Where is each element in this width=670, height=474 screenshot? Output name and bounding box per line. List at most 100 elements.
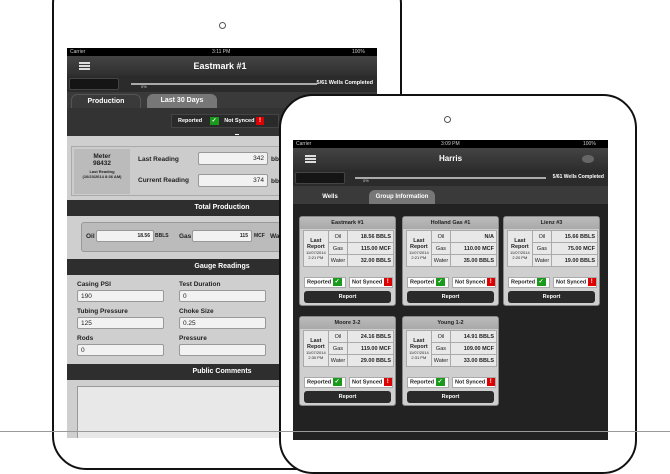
rods-field[interactable]: 0: [77, 344, 164, 356]
gas-label: Gas: [531, 242, 553, 255]
alert-icon: !: [587, 278, 596, 286]
oil-value: 24.16 BBLS: [347, 330, 394, 343]
oil-label: Oil: [327, 330, 349, 343]
current-reading-field[interactable]: 374: [198, 174, 268, 187]
progress-row: 0% 5/61 Wells Completed: [293, 170, 608, 186]
chat-icon[interactable]: [582, 155, 594, 163]
water-label: Wa: [270, 233, 280, 240]
right-screen: Carrier 3:09 PM 100% Harris 0% 5/61 Well…: [293, 140, 608, 440]
not-synced-status: Not Synced !: [349, 377, 393, 388]
report-button[interactable]: Report: [304, 291, 391, 303]
well-name: Young 1-2: [403, 317, 498, 329]
well-name: Holland Gas #1: [403, 217, 498, 229]
well-card: Moore 3-2 Last Report 11/07/2014 2:30 PM …: [299, 316, 396, 406]
gas-value: 110.00 MCF: [450, 242, 497, 255]
status-bar: Carrier 3:09 PM 100%: [293, 140, 608, 148]
check-icon: ✓: [435, 378, 445, 386]
water-label: Water: [531, 254, 553, 267]
report-button[interactable]: Report: [407, 291, 494, 303]
progress-pct: 0%: [141, 84, 147, 89]
well-card: Eastmark #1 Last Report 11/07/2014 2:21 P…: [299, 216, 396, 306]
legend-not-synced: Not Synced: [224, 118, 255, 124]
not-synced-status: Not Synced !: [349, 277, 393, 288]
report-date: 11/07/2014 2:21 PM: [306, 249, 326, 260]
unit: bbls: [271, 156, 285, 163]
report-date: 11/07/2014 2:20 PM: [510, 249, 530, 260]
tubing-pressure-field[interactable]: 125: [77, 317, 164, 329]
not-synced-label: Not Synced: [455, 379, 486, 386]
progress-text: 5/61 Wells Completed: [316, 80, 373, 86]
carrier: Carrier: [70, 49, 86, 55]
carrier: Carrier: [296, 141, 312, 147]
current-reading-label: Current Reading: [138, 177, 189, 184]
battery: 100%: [583, 141, 596, 147]
progress-box: [295, 172, 345, 184]
gas-field[interactable]: 115: [192, 230, 252, 242]
tabs: Wells Group Information: [293, 186, 608, 204]
chevron-down-icon[interactable]: [235, 134, 239, 135]
report-date: 11/07/2014 2:31 PM: [409, 349, 429, 360]
baseline-divider: [0, 431, 670, 432]
report-date: 11/07/2014 2:30 PM: [306, 349, 326, 360]
status-bar: Carrier 3:11 PM 100%: [67, 48, 377, 56]
pressure-field[interactable]: [179, 344, 266, 356]
test-duration-field[interactable]: 0: [179, 290, 266, 302]
reported-status: Reported ✓: [304, 377, 346, 388]
casing-psi-field[interactable]: 190: [77, 290, 164, 302]
reported-label: Reported: [307, 279, 332, 286]
page-title: Eastmark #1: [193, 61, 247, 71]
report-button[interactable]: Report: [304, 391, 391, 403]
oil-value: 18.56 BBLS: [347, 230, 394, 243]
nav-bar: Harris: [293, 148, 608, 170]
check-icon: ✓: [332, 378, 342, 386]
check-icon: ✓: [209, 116, 219, 125]
last-reading-label: Last Reading: [138, 156, 179, 163]
tab-wells[interactable]: Wells: [299, 190, 361, 204]
not-synced-label: Not Synced: [556, 279, 587, 286]
report-button[interactable]: Report: [407, 391, 494, 403]
meter-label: Meter: [93, 153, 111, 160]
last-report-label: Last Report: [307, 337, 325, 350]
well-readings-table: Last Report 11/07/2014 2:21 PM Oil N/A Gas…: [406, 230, 497, 267]
progress-text: 5/61 Wells Completed: [552, 174, 604, 180]
battery: 100%: [352, 49, 365, 55]
water-value: 19.00 BBLS: [551, 254, 598, 267]
reported-status: Reported ✓: [304, 277, 346, 288]
gas-value: 115.00 MCF: [347, 242, 394, 255]
tab-group-information[interactable]: Group Information: [369, 190, 435, 204]
not-synced-label: Not Synced: [352, 279, 383, 286]
gas-label: Gas: [430, 342, 452, 355]
gas-label: Gas: [430, 242, 452, 255]
well-card: Holland Gas #1 Last Report 11/07/2014 2:2…: [402, 216, 499, 306]
progress-row: 0% 5/61 Wells Completed: [67, 76, 377, 92]
alert-icon: !: [383, 278, 392, 286]
well-name: Lienz #3: [504, 217, 599, 229]
water-label: Water: [430, 354, 452, 367]
gas-unit: MCF: [254, 233, 265, 239]
well-name: Moore 3-2: [300, 317, 395, 329]
alert-icon: !: [486, 278, 495, 286]
oil-value: 15.66 BBLS: [551, 230, 598, 243]
check-icon: ✓: [536, 278, 546, 286]
choke-size-field[interactable]: 0.25: [179, 317, 266, 329]
tab-production[interactable]: Production: [71, 94, 141, 108]
last-reading-field[interactable]: 342: [198, 152, 268, 165]
oil-label: Oil: [430, 330, 452, 343]
casing-psi-label: Casing PSI: [77, 281, 111, 288]
unit: bbls: [271, 178, 285, 185]
camera-icon: [444, 116, 451, 123]
water-label: Water: [327, 354, 349, 367]
choke-size-label: Choke Size: [179, 308, 214, 315]
oil-field[interactable]: 18.56: [96, 230, 154, 242]
tab-last-30-days[interactable]: Last 30 Days: [147, 94, 217, 108]
report-date: 11/07/2014 2:21 PM: [409, 249, 429, 260]
meter-last-reading-label: Last Reading: [89, 169, 115, 174]
menu-icon[interactable]: [305, 155, 316, 163]
gas-label: Gas: [179, 233, 192, 240]
menu-icon[interactable]: [79, 62, 90, 70]
gas-value: 109.00 MCF: [450, 342, 497, 355]
legend-reported: Reported: [178, 118, 203, 124]
well-card: Lienz #3 Last Report 11/07/2014 2:20 PM O…: [503, 216, 600, 306]
report-button[interactable]: Report: [508, 291, 595, 303]
test-duration-label: Test Duration: [179, 281, 221, 288]
